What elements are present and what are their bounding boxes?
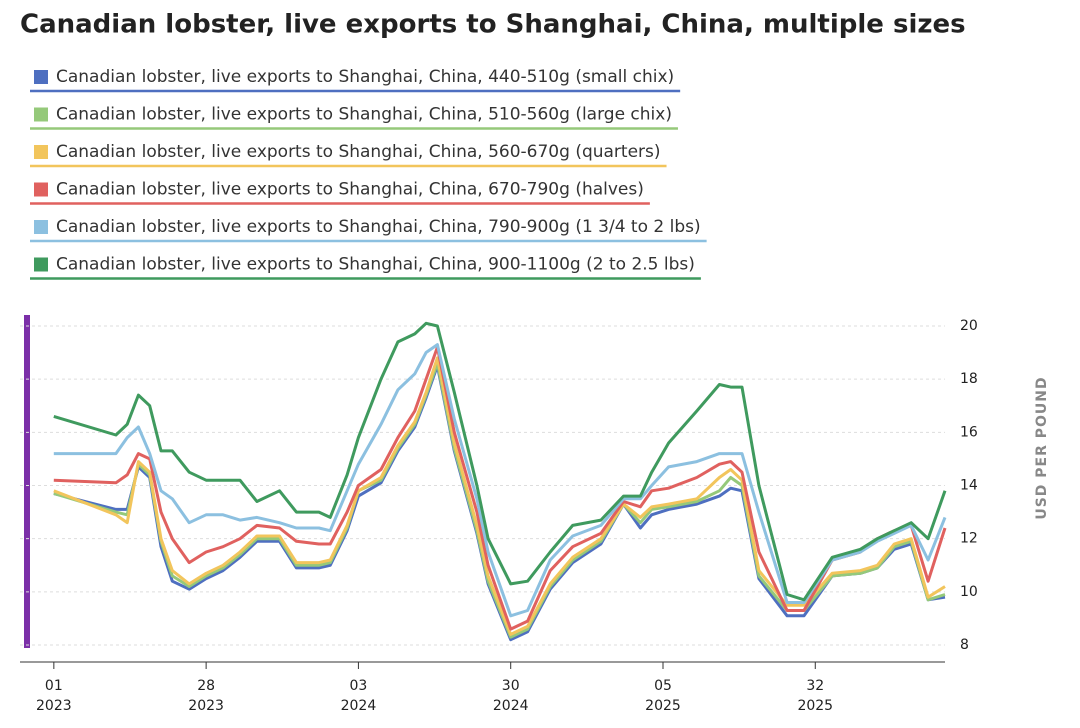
y-tick-label: 16 — [960, 424, 978, 440]
x-tick-label: 01 — [45, 678, 63, 694]
legend-swatch — [34, 220, 48, 234]
y-tick-label: 18 — [960, 371, 978, 387]
legend-label: Canadian lobster, live exports to Shangh… — [56, 180, 644, 200]
chart-title: Canadian lobster, live exports to Shangh… — [20, 10, 966, 40]
x-tick-label: 03 — [350, 678, 368, 694]
legend-swatch — [34, 257, 48, 272]
x-tick-year: 2024 — [493, 698, 529, 714]
x-tick-year: 2023 — [188, 698, 224, 714]
legend-label: Canadian lobster, live exports to Shangh… — [56, 105, 672, 125]
legend-swatch — [34, 107, 48, 122]
x-tick-year: 2025 — [797, 698, 833, 714]
y-tick-label: 14 — [960, 478, 978, 494]
x-tick-label: 28 — [197, 678, 215, 694]
legend-label: Canadian lobster, live exports to Shangh… — [56, 67, 674, 87]
accent-bar — [24, 315, 30, 648]
legend-label: Canadian lobster, live exports to Shangh… — [56, 142, 661, 162]
y-tick-label: 20 — [960, 318, 978, 334]
y-tick-label: 8 — [960, 637, 969, 653]
legend-swatch — [34, 70, 48, 84]
y-axis-label: USD PER POUND — [1034, 376, 1050, 519]
y-tick-label: 10 — [960, 584, 978, 600]
x-tick-label: 05 — [654, 678, 672, 694]
series-line — [53, 345, 947, 631]
x-tick-label: 32 — [806, 678, 824, 694]
legend-label: Canadian lobster, live exports to Shangh… — [56, 217, 701, 237]
x-tick-label: 30 — [502, 678, 520, 694]
series-line — [53, 343, 947, 618]
legend-label: Canadian lobster, live exports to Shangh… — [56, 255, 695, 275]
x-tick-year: 2025 — [645, 698, 681, 714]
x-tick-year: 2023 — [36, 698, 72, 714]
x-tick-year: 2024 — [341, 698, 377, 714]
series-line — [53, 321, 947, 602]
series-line — [53, 356, 946, 636]
legend-swatch — [34, 145, 48, 159]
y-tick-label: 12 — [960, 531, 978, 547]
legend-swatch — [34, 182, 48, 197]
